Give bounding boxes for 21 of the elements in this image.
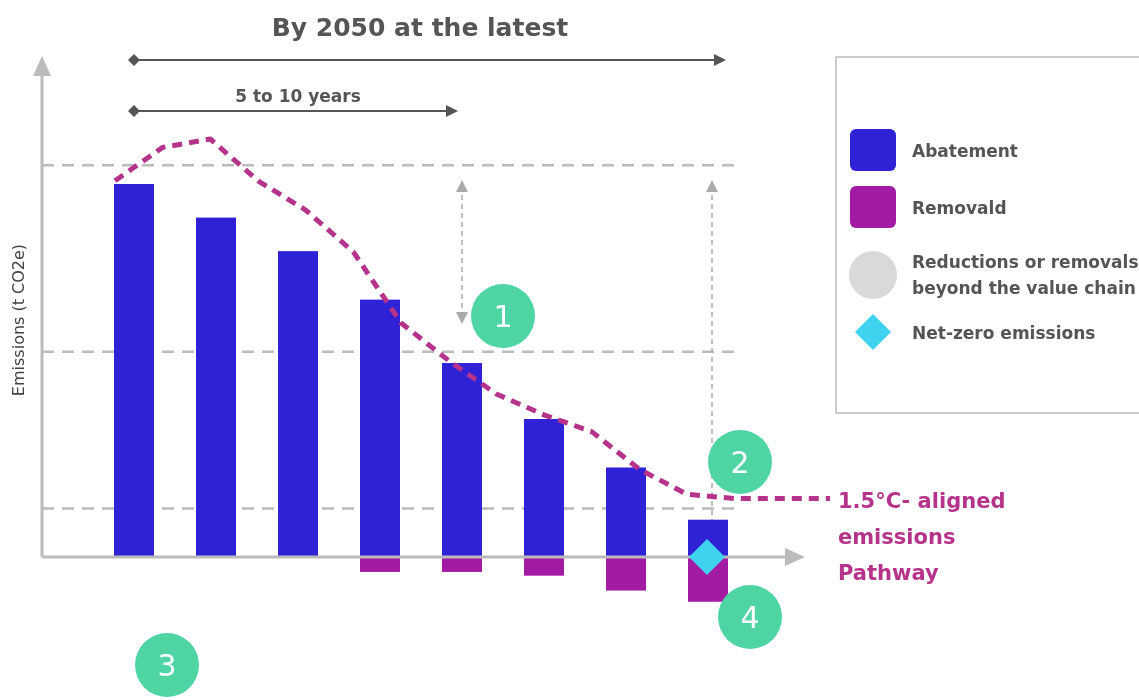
bar <box>278 251 318 557</box>
bar <box>196 217 236 557</box>
text: Net-zero emissions <box>912 323 1096 343</box>
bar <box>360 299 400 557</box>
annotation: 1 <box>493 299 513 334</box>
bar <box>524 418 564 557</box>
bar <box>114 184 154 557</box>
text: Removald <box>912 198 1007 218</box>
annotation: 2 <box>730 445 750 480</box>
text: 4 <box>740 600 760 635</box>
series-label: 1.5°C- aligned emissions Pathway <box>838 489 1006 586</box>
y-axis-title: Emissions (t CO2e) <box>9 243 28 397</box>
text: 5 to 10 years <box>235 86 361 106</box>
bar <box>442 363 482 557</box>
text: Abatement <box>912 141 1018 161</box>
bar <box>606 467 646 557</box>
text: By 2050 at the latest <box>271 13 569 42</box>
bar <box>524 557 564 576</box>
text: 3 <box>157 648 177 683</box>
text: Reductions or removals beyond the value chain <box>912 252 1139 298</box>
bar <box>606 557 646 591</box>
